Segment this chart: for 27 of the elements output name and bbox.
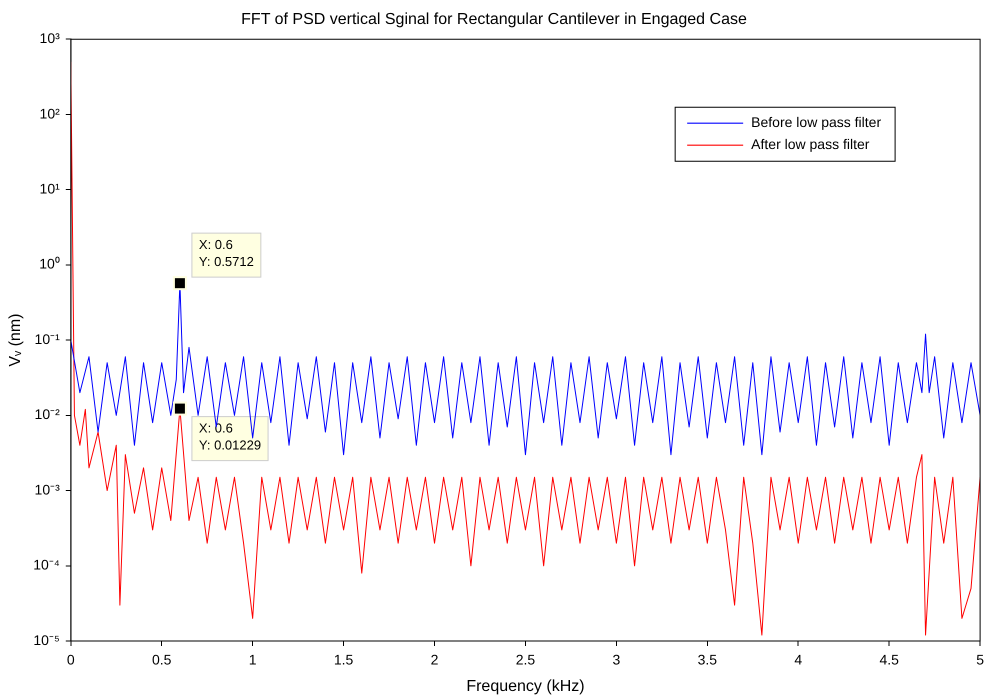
annotation: X: 0.6 Y: 0.01229 bbox=[198, 420, 262, 453]
x-tick-label: 4 bbox=[794, 651, 802, 668]
x-tick-label: 0.5 bbox=[152, 651, 172, 668]
legend-label: Before low pass filter bbox=[751, 114, 882, 130]
y-tick-label: 10⁻² bbox=[34, 406, 60, 422]
y-tick-label: 10⁰ bbox=[39, 256, 60, 272]
x-axis-title: Frequency (kHz) bbox=[466, 678, 585, 695]
y-axis-title: Vᵥ (nm) bbox=[7, 314, 24, 367]
x-tick-label: 4.5 bbox=[879, 651, 900, 668]
y-tick-label: 10⁻³ bbox=[34, 481, 60, 498]
y-tick-label: 10¹ bbox=[40, 180, 60, 197]
x-tick-label: 3.5 bbox=[698, 651, 718, 668]
y-tick-label: 10⁻⁵ bbox=[33, 632, 60, 648]
y-tick-label: 10² bbox=[40, 105, 60, 122]
y-tick-label: 10³ bbox=[40, 30, 60, 46]
x-tick-label: 1 bbox=[248, 651, 257, 668]
x-tick-label: 5 bbox=[976, 651, 984, 668]
x-tick-label: 3 bbox=[612, 651, 620, 668]
x-tick-label: 2.5 bbox=[516, 651, 536, 668]
x-tick-label: 2 bbox=[430, 651, 439, 668]
chart-title: FFT of PSD vertical Sginal for Rectangular Cantilever in Engaged Case bbox=[241, 11, 747, 28]
y-tick-label: 10⁻⁴ bbox=[33, 556, 60, 573]
x-tick-label: 1.5 bbox=[334, 651, 354, 668]
annotation: X: 0.6 Y: 0.5712 bbox=[198, 237, 254, 270]
y-tick-label: 10⁻¹ bbox=[34, 330, 60, 347]
x-tick-label: 0 bbox=[66, 651, 75, 668]
legend-label: After low pass filter bbox=[751, 136, 870, 152]
